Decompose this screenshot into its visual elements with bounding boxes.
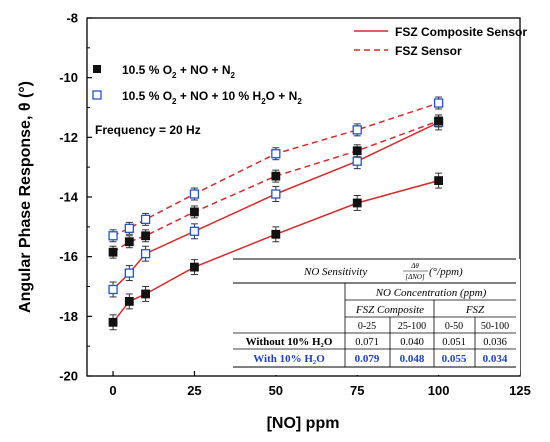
data-point-2-6: [434, 116, 444, 126]
data-point-1-3: [189, 226, 200, 236]
table-cell: 0.040: [400, 337, 424, 348]
y-tick-label: -20: [59, 369, 78, 384]
table-title-frac-num: Δθ: [410, 262, 419, 270]
data-point-3-6: [433, 98, 444, 108]
table-cell: 0.051: [442, 337, 466, 348]
legend-open-label: 10.5 % O2 + NO + 10 % H2O + N2: [122, 89, 302, 106]
data-point-0-1: [124, 297, 134, 306]
data-point-0-0: [108, 317, 118, 327]
data-point-3-1: [124, 223, 134, 233]
data-point-2-2: [141, 231, 151, 241]
table-cell: 0.034: [483, 353, 508, 365]
sensitivity-table: NO Sensitivity Δθ [ΔNO] (°/ppm) NO Conce…: [233, 258, 520, 375]
data-point-3-4: [271, 149, 281, 159]
data-point-2-4: [271, 171, 281, 181]
line-legend: FSZ Composite Sensor FSZ Sensor: [354, 25, 527, 58]
table-cell: 0.055: [442, 353, 467, 365]
table-cell: 0.048: [400, 353, 425, 365]
marker-legend: 10.5 % O2 + NO + N2 10.5 % O2 + NO + 10 …: [92, 63, 302, 106]
frequency-annotation: Frequency = 20 Hz: [95, 123, 201, 137]
x-tick-label: 100: [428, 383, 450, 398]
data-point-0-2: [141, 289, 151, 299]
data-point-2-0: [108, 247, 118, 257]
data-point-3-3: [189, 189, 200, 199]
x-tick-label: 25: [187, 383, 201, 398]
table-title: NO Sensitivity: [303, 266, 367, 278]
data-point-3-5: [352, 125, 362, 135]
x-tick-label: 50: [269, 383, 283, 398]
data-point-3-0: [108, 231, 118, 241]
concentration-header: NO Concentration (ppm): [375, 287, 487, 299]
legend-filled-label: 10.5 % O2 + NO + N2: [122, 63, 236, 80]
data-point-1-0: [108, 284, 118, 295]
data-point-0-4: [271, 229, 281, 239]
row-label-without-h2o: Without 10% H₂O: [246, 336, 333, 348]
legend-dashed-label: FSZ Sensor: [395, 44, 462, 58]
data-point-0-3: [190, 262, 199, 272]
table-title-frac-den: [ΔNO]: [405, 273, 425, 281]
range-header: 0-25: [358, 321, 376, 332]
data-point-1-1: [124, 268, 134, 278]
data-point-0-6: [434, 176, 444, 185]
range-header: 50-100: [481, 321, 509, 332]
table-title-unit: (°/ppm): [429, 266, 463, 278]
x-tick-label: 75: [350, 383, 364, 398]
data-point-2-1: [124, 237, 134, 247]
data-point-1-2: [140, 249, 151, 259]
x-axis-title: [NO] ppm: [267, 415, 340, 432]
data-point-1-4: [271, 189, 281, 199]
group-header-composite: FSZ Composite: [355, 304, 424, 316]
data-point-1-5: [352, 156, 362, 166]
y-axis: -20 -18 -16 -14 -12 -10 -8: [59, 11, 92, 384]
y-tick-label: -18: [59, 309, 78, 324]
legend-filled-marker: [93, 65, 101, 73]
row-label-with-h2o: With 10% H₂O: [253, 353, 325, 365]
series-points: [108, 96, 444, 331]
table-cell: 0.036: [483, 337, 507, 348]
data-point-2-3: [190, 207, 199, 217]
y-tick-label: -14: [59, 190, 79, 205]
data-point-0-5: [352, 198, 362, 208]
group-header-fsz: FSZ: [465, 304, 485, 316]
legend-solid-label: FSZ Composite Sensor: [395, 25, 527, 39]
y-tick-label: -10: [59, 70, 78, 85]
data-point-2-5: [352, 146, 362, 156]
x-tick-label: 125: [509, 383, 531, 398]
y-tick-label: -16: [59, 249, 78, 264]
table-cell: 0.071: [355, 337, 379, 348]
data-point-3-2: [140, 214, 151, 225]
y-tick-label: -8: [66, 11, 78, 26]
legend-open-marker: [92, 90, 102, 100]
range-header: 0-50: [445, 321, 463, 332]
x-axis: 0 25 50 75 100 125: [109, 371, 531, 398]
table-cell: 0.079: [355, 353, 380, 365]
y-tick-label: -12: [59, 130, 78, 145]
y-axis-title: Angular Phase Response, θ (°): [17, 81, 34, 313]
x-tick-label: 0: [109, 383, 116, 398]
range-header: 25-100: [398, 321, 426, 332]
